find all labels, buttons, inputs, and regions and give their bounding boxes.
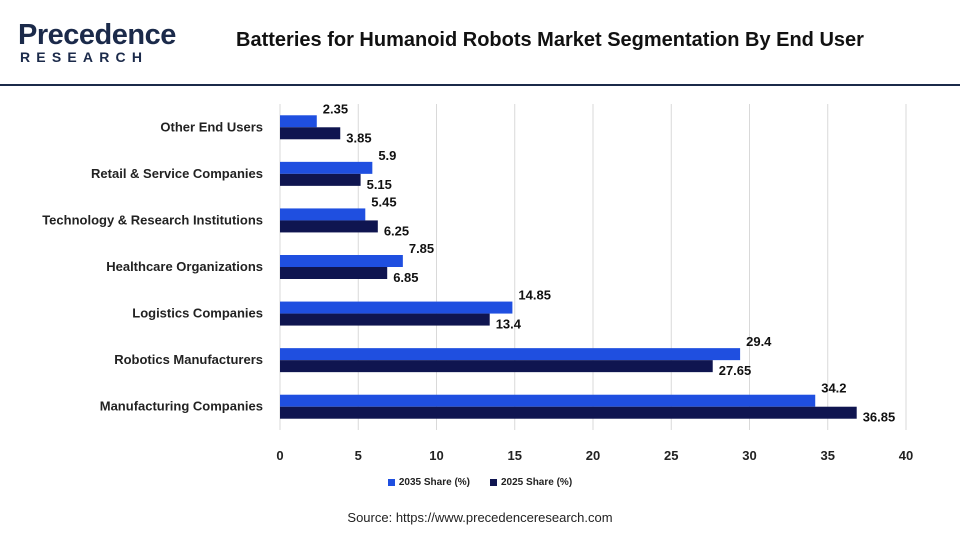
category-label: Retail & Service Companies (91, 166, 263, 181)
bar-2025 (280, 313, 490, 326)
bar-2035 (280, 394, 816, 407)
bar-2025 (280, 267, 388, 279)
source-note: Source: https://www.precedenceresearch.c… (347, 510, 613, 525)
data-label-2035: 5.9 (378, 148, 396, 163)
x-tick-label: 5 (355, 448, 362, 463)
header-divider (0, 84, 960, 86)
x-tick-label: 35 (821, 448, 835, 463)
category-label: Logistics Companies (132, 306, 263, 321)
bar-2025 (280, 127, 341, 140)
data-label-2025: 3.85 (346, 130, 371, 145)
brand-sub: RESEARCH (20, 49, 149, 65)
bar-2035 (280, 161, 373, 174)
category-label: Robotics Manufacturers (114, 352, 263, 367)
x-tick-label: 40 (899, 448, 913, 463)
page-title: Batteries for Humanoid Robots Market Seg… (236, 29, 864, 51)
bar-2025 (280, 220, 378, 233)
data-label-2035: 34.2 (821, 381, 846, 396)
data-label-2025: 5.15 (367, 177, 392, 192)
data-label-2025: 13.4 (496, 317, 522, 332)
x-tick-label: 30 (742, 448, 756, 463)
x-tick-label: 10 (429, 448, 443, 463)
data-label-2035: 7.85 (409, 241, 434, 256)
x-tick-label: 20 (586, 448, 600, 463)
data-label-2025: 6.85 (393, 270, 418, 285)
bar-2035 (280, 255, 403, 267)
legend-label-2025: 2025 Share (%) (501, 477, 573, 488)
brand-name: Precedence (18, 19, 176, 51)
data-label-2035: 2.35 (323, 101, 348, 116)
legend: 2035 Share (%) 2025 Share (%) (0, 477, 960, 488)
category-label: Healthcare Organizations (106, 259, 263, 274)
x-tick-label: 25 (664, 448, 678, 463)
brand-logo: Precedence RESEARCH (18, 18, 176, 68)
legend-item-2025: 2025 Share (%) (490, 477, 572, 488)
bar-2035 (280, 301, 513, 314)
bar-2035 (280, 115, 317, 128)
bar-2025 (280, 360, 713, 373)
legend-swatch-2025 (490, 479, 497, 486)
x-tick-label: 15 (508, 448, 522, 463)
legend-label-2035: 2035 Share (%) (398, 477, 470, 488)
header: Precedence RESEARCH Batteries for Humano… (0, 0, 960, 84)
data-label-2035: 5.45 (371, 194, 396, 209)
category-label: Manufacturing Companies (100, 399, 263, 414)
bar-2035 (280, 348, 741, 361)
label-layer: 0 5 10 15 20 25 30 35 40 Other End Users 2.35 3.85 R… (42, 101, 913, 463)
bar-layer (280, 115, 857, 419)
bar-2025 (280, 173, 361, 186)
data-label-2025: 36.85 (863, 410, 896, 425)
data-label-2035: 14.85 (518, 288, 551, 303)
bar-2035 (280, 208, 366, 221)
legend-swatch-2035 (387, 479, 395, 486)
legend-item-2035: 2035 Share (%) (387, 477, 470, 488)
bar-2025 (280, 406, 857, 419)
bar-chart: 0 5 10 15 20 25 30 35 40 Other End Users 2.35 3.85 R… (42, 101, 913, 463)
x-tick-label: 0 (276, 448, 283, 463)
category-label: Technology & Research Institutions (42, 212, 263, 227)
data-label-2025: 6.25 (384, 223, 409, 238)
category-label: Other End Users (160, 119, 263, 134)
grid-layer (279, 104, 907, 430)
data-label-2025: 27.65 (719, 363, 752, 378)
data-label-2035: 29.4 (746, 334, 772, 349)
